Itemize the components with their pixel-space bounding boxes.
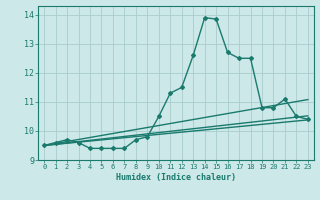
X-axis label: Humidex (Indice chaleur): Humidex (Indice chaleur) [116, 173, 236, 182]
